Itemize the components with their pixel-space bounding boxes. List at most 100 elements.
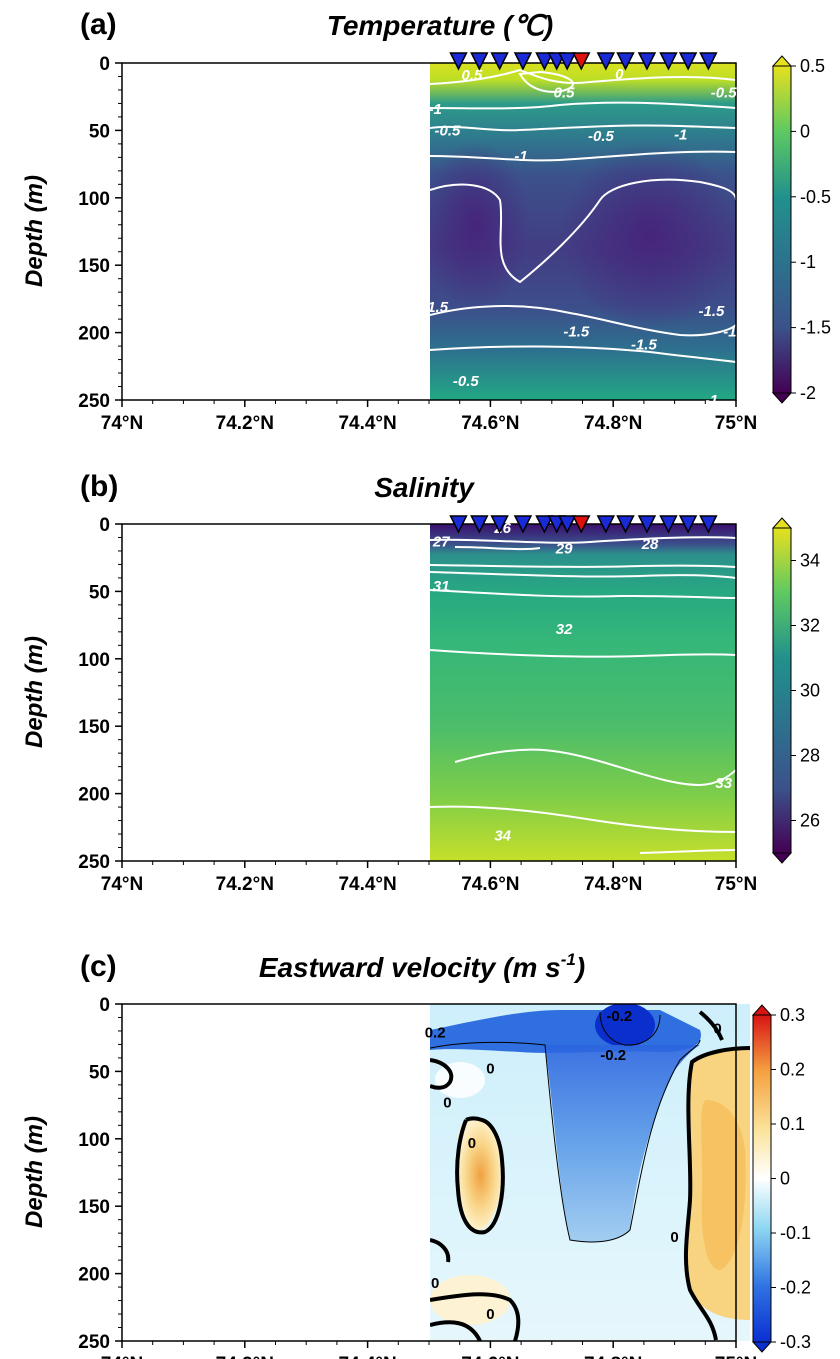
x-tick-label: 74.8°N (584, 874, 642, 895)
contour-label: 0 (486, 1306, 494, 1323)
contour-label: -0.5 (711, 85, 738, 102)
station-marker (659, 515, 678, 534)
x-tick-label: 74.8°N (584, 413, 642, 434)
colorbar-tick-label: -2 (800, 383, 816, 403)
contour-label: -1 (723, 323, 736, 340)
y-tick-label: 100 (78, 1130, 110, 1151)
velocity-field (430, 1004, 750, 1341)
panel-letter-b: (b) (80, 470, 118, 503)
y-axis-b: 0 50 100 150 200 250 (78, 515, 122, 873)
panel-title-salinity: Salinity (374, 472, 475, 503)
panel-letter-c: (c) (80, 950, 117, 983)
y-tick-label: 150 (78, 256, 110, 277)
colorbar-tick-label: 0.5 (800, 56, 825, 76)
y-tick-label: 200 (78, 324, 110, 345)
contour-label: 28 (641, 536, 659, 553)
contour-labels-a: 0.5 0.5 0 -1 -0.5 -0.5 -0.5 -1 -1 -1.5 -1.5 -1.5 -1.… (422, 66, 737, 409)
x-tick-label: 75°N (715, 413, 757, 434)
panel-temperature: (a) Temperature (℃) 0.5 0.5 0 -1 -0.5 -0.5 -0.… (21, 8, 831, 434)
ylabel-b: Depth (m) (21, 636, 48, 748)
colorbar-tick-label: 26 (800, 811, 820, 831)
contour-label: 0.5 (554, 85, 576, 102)
colorbar-tick-label: 0.3 (780, 1005, 805, 1025)
y-tick-label: 200 (78, 1265, 110, 1286)
contour-label: -1.5 (631, 337, 658, 354)
y-tick-label: 0 (99, 995, 110, 1016)
station-marker (616, 515, 635, 534)
x-tick-label: 74.2°N (216, 1354, 274, 1359)
contour-label: 0.5 (462, 67, 484, 84)
panel-salinity: (b) Salinity 27 26 29 28 31 32 33 34 74°N 74.2°N… (21, 470, 820, 895)
colorbar-tick-label: 0 (780, 1169, 790, 1189)
station-marker-highlight (572, 52, 591, 71)
ylabel-a: Depth (m) (21, 175, 48, 287)
colorbar-temperature: 0.5 0 -0.5 -1 -1.5 -2 (771, 55, 831, 404)
colorbar-tick-label: -1.5 (800, 318, 831, 338)
colorbar-tick-label: -1 (800, 252, 816, 272)
contour-label: -0.2 (600, 1047, 626, 1064)
contour-label: -1 (705, 392, 718, 409)
contour-label: 29 (555, 540, 573, 557)
x-tick-label: 75°N (715, 1354, 757, 1359)
station-marker (470, 515, 489, 534)
contour-label: 27 (432, 534, 450, 551)
contour-label: 31 (433, 578, 450, 595)
station-marker (557, 52, 577, 71)
x-tick-label: 74.6°N (461, 413, 519, 434)
x-tick-label: 74.6°N (461, 874, 519, 895)
y-axis-c: 0 50 100 150 200 250 (78, 995, 122, 1353)
contour-label: -1 (514, 148, 527, 165)
x-tick-label: 74.4°N (338, 413, 396, 434)
station-marker (535, 52, 554, 71)
contour-label: 0 (431, 1275, 439, 1292)
colorbar-tick-label: 0 (800, 121, 810, 141)
y-tick-label: 150 (78, 1197, 110, 1218)
contour-label: 34 (494, 827, 511, 844)
y-tick-label: 200 (78, 785, 110, 806)
station-marker (678, 52, 698, 71)
y-tick-label: 100 (78, 650, 110, 671)
station-marker (557, 515, 577, 534)
contour-label: -1.5 (699, 303, 726, 320)
contour-label: 0 (443, 1094, 451, 1111)
colorbar-tick-label: 32 (800, 616, 820, 636)
station-marker (616, 52, 635, 71)
contour-label: -1.5 (563, 323, 590, 340)
ylabel-c: Depth (m) (21, 1116, 48, 1228)
stations-a (449, 52, 718, 71)
contour-label: 33 (715, 775, 732, 792)
station-marker (513, 515, 533, 534)
panel-title-temperature: Temperature (℃) (327, 10, 553, 41)
colorbar-tick-label: 34 (800, 551, 820, 571)
colorbar-tick-label: 0.2 (780, 1060, 805, 1080)
colorbar-tick-label: 0.1 (780, 1114, 805, 1134)
station-marker (596, 52, 616, 71)
x-tick-label: 74.6°N (461, 1354, 519, 1359)
y-tick-label: 0 (99, 515, 110, 536)
station-marker (449, 515, 468, 534)
contour-label: -0.5 (588, 128, 615, 145)
x-tick-label: 74.4°N (338, 874, 396, 895)
station-marker (449, 52, 468, 71)
x-tick-label: 74.2°N (216, 874, 274, 895)
contour-label: 0 (670, 1229, 678, 1246)
colorbar-tick-label: -0.3 (780, 1332, 811, 1352)
station-marker (637, 52, 657, 71)
stations-b (449, 515, 718, 534)
station-marker (470, 52, 489, 71)
station-marker (699, 52, 718, 71)
y-tick-label: 100 (78, 189, 110, 210)
contour-label: 0.2 (425, 1024, 446, 1041)
contour-labels-c: 0.2 0 0 0 -0.2 -0.2 0 0 0 0 (425, 1008, 722, 1323)
contour-label: 32 (556, 621, 573, 638)
x-tick-label: 74°N (101, 874, 143, 895)
colorbar-tick-label: 30 (800, 681, 820, 701)
x-axis-a: 74°N 74.2°N 74.4°N 74.6°N 74.8°N 75°N (101, 400, 757, 434)
contour-label: -0.2 (606, 1008, 632, 1025)
y-tick-label: 50 (89, 582, 110, 603)
station-marker (637, 515, 657, 534)
x-tick-label: 74.2°N (216, 413, 274, 434)
panel-title-velocity: Eastward velocity (m s-1) (259, 950, 585, 983)
contour-label: -1 (674, 126, 687, 143)
